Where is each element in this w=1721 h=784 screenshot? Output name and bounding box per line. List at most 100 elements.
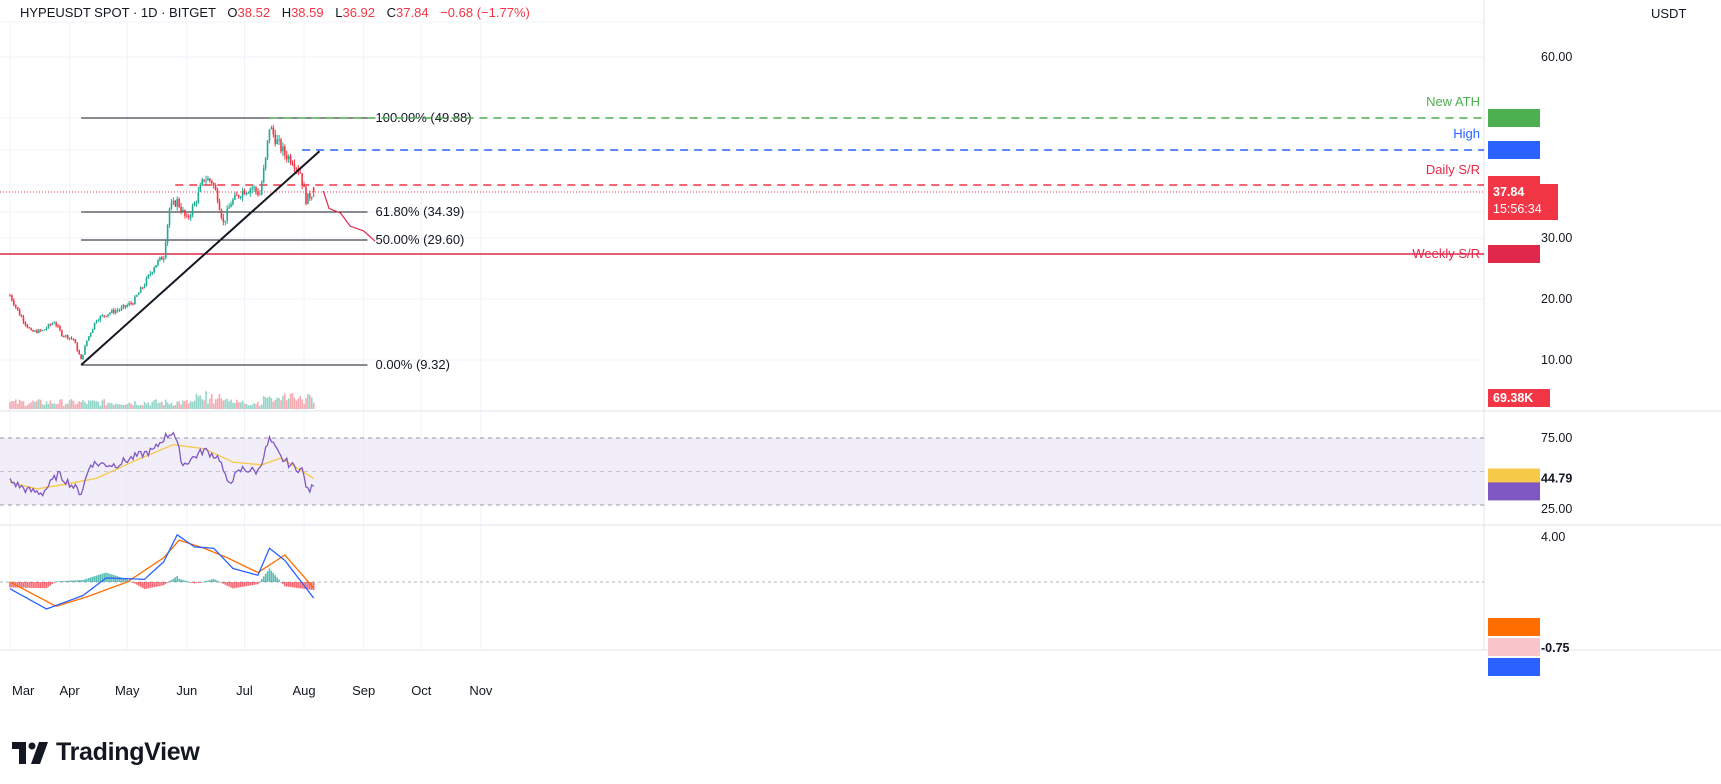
macd-hist-bar	[16, 582, 19, 588]
volume-bar	[97, 401, 100, 409]
volume-bar	[209, 398, 211, 409]
volume-bar	[193, 400, 196, 409]
candle-body	[122, 305, 125, 308]
candle-body	[282, 146, 284, 152]
tradingview-logo[interactable]: TradingView	[12, 738, 200, 767]
candle-body	[130, 303, 132, 305]
candle-body	[280, 139, 282, 152]
candle-body	[101, 315, 104, 317]
macd-hist-bar	[178, 578, 180, 582]
macd-hist-bar	[122, 578, 125, 582]
candle-body	[186, 215, 188, 217]
candle-body	[222, 217, 225, 222]
candle-body	[237, 195, 240, 198]
time-tick-label: Aug	[292, 683, 315, 698]
volume-bar	[262, 396, 265, 409]
macd-hist-bar	[237, 582, 240, 588]
volume-bar	[141, 405, 144, 409]
macd-hist-bar	[299, 582, 302, 589]
candle-body	[239, 197, 242, 199]
candle-body	[72, 338, 75, 340]
volume-bar	[24, 405, 27, 409]
high-label: High	[1453, 126, 1480, 141]
macd-hist-bar	[264, 573, 267, 582]
time-tick-label: Apr	[59, 683, 80, 698]
candle-body	[43, 329, 46, 331]
rsi-ma-tag-box	[1488, 468, 1540, 487]
candle-body	[249, 189, 252, 193]
candle-body	[162, 258, 165, 260]
candle-body	[266, 140, 269, 158]
macd-hist-bar	[97, 574, 100, 582]
macd-hist-bar	[22, 582, 25, 588]
volume-bar	[212, 403, 215, 409]
volume-bar	[53, 403, 56, 409]
macd-hist-bar	[203, 581, 205, 583]
volume-bar	[88, 400, 90, 409]
ascending-trendline	[80, 150, 321, 366]
candle-body	[299, 171, 302, 174]
volume-bar	[26, 405, 29, 409]
candle-body	[34, 330, 36, 332]
candle-body	[20, 315, 23, 317]
low-value: 36.92	[342, 5, 376, 20]
candle-body	[132, 303, 134, 305]
fib-level-label: 0.00% (9.32)	[375, 357, 449, 372]
macd-hist-bar	[53, 582, 56, 583]
macd-hist-bar	[207, 580, 209, 582]
candle-body	[291, 163, 294, 165]
volume-bar	[124, 404, 127, 409]
macd-hist-bar	[93, 576, 96, 582]
macd-signal-tag-value: -0.44	[1541, 621, 1570, 635]
volume-bar	[147, 402, 150, 409]
time-tick-label: Jun	[176, 683, 197, 698]
candle-body	[193, 202, 196, 206]
volume-bar	[134, 401, 136, 409]
macd-hist-bar	[39, 582, 42, 589]
currency-unit[interactable]: USDT	[1651, 6, 1687, 21]
candle-body	[55, 322, 57, 326]
volume-bar	[182, 400, 184, 409]
candle-body	[155, 265, 157, 268]
daily-sr-label: Daily S/R	[1426, 162, 1480, 177]
volume-bar	[303, 403, 305, 409]
volume-bar	[199, 395, 202, 409]
volume-bar	[99, 405, 102, 409]
candle-body	[36, 330, 38, 333]
candle-body	[241, 190, 244, 198]
macd-hist-bar	[136, 582, 138, 585]
macd-hist-bar	[230, 582, 232, 588]
volume-bar	[145, 403, 148, 409]
volume-bar	[41, 404, 44, 409]
candle-body	[149, 273, 152, 275]
candle-body	[205, 180, 207, 182]
candle-body	[9, 295, 11, 297]
macd-hist-bar	[266, 571, 269, 582]
macd-hist-bar	[305, 582, 307, 590]
candle-body	[203, 179, 205, 181]
volume-bar	[307, 394, 309, 409]
candle-body	[253, 187, 255, 189]
volume-bar	[166, 402, 169, 409]
fib-level-label: 50.00% (29.60)	[375, 232, 464, 247]
symbol-header: HYPEUSDT SPOT · 1D · BITGET O38.52 H38.5…	[20, 5, 530, 20]
candle-body	[139, 287, 142, 293]
volume-bar	[272, 401, 275, 409]
price-axis: 60.00 30.00 20.00 10.00	[1541, 50, 1572, 367]
candle-body	[307, 193, 309, 205]
candle-body	[143, 285, 146, 288]
candle-body	[74, 339, 77, 344]
volume-bar	[120, 404, 123, 409]
candle-body	[136, 295, 138, 297]
volume-bars	[9, 391, 315, 409]
candle-body	[26, 324, 29, 328]
candle-body	[41, 330, 44, 332]
volume-bar	[66, 403, 69, 409]
candle-body	[116, 310, 119, 312]
volume-bar	[122, 404, 125, 409]
volume-bar	[232, 402, 234, 409]
candle-body	[105, 315, 107, 317]
candle-body	[57, 325, 59, 327]
rsi-ma-line	[9, 444, 315, 490]
